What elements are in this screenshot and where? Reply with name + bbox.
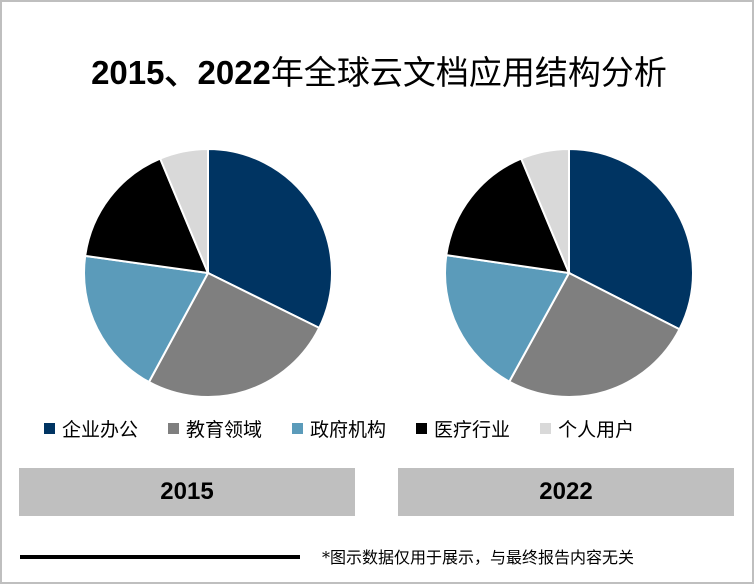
footnote: *图示数据仅用于展示，与最终报告内容无关 [322,548,635,567]
pie-slice [445,157,571,275]
pie-slice [444,254,571,384]
legend-swatch [416,423,428,434]
pie-2015 [83,147,333,398]
divider-line [20,555,300,559]
year-label-2022: 2022 [398,468,734,516]
pie-slice [83,254,210,384]
legend-swatch [292,423,304,434]
pie-2022 [444,147,694,398]
legend-item: 企业办公 [44,415,138,442]
pie-slice [568,147,694,331]
legend-swatch [44,423,55,434]
legend-item: 个人用户 [540,415,634,442]
legend-item: 教育领域 [168,415,262,442]
pie-slice [519,147,570,274]
legend-swatch [540,423,552,434]
legend-swatch [168,423,180,434]
legend-item: 政府机构 [292,415,386,442]
chart-title: 2015、2022年全球云文档应用结构分析 [2,46,752,94]
pie-slice [158,147,209,274]
legend: 企业办公 教育领域 政府机构 医疗行业 个人用户 [44,415,634,442]
pie-slice [207,147,333,330]
title-years: 2015、2022 [91,54,271,91]
title-text: 年全球云文档应用结构分析 [270,53,667,92]
legend-item: 医疗行业 [416,415,510,442]
year-label-2015: 2015 [19,468,355,516]
pie-slice [84,157,210,275]
pie-slice [507,271,681,398]
